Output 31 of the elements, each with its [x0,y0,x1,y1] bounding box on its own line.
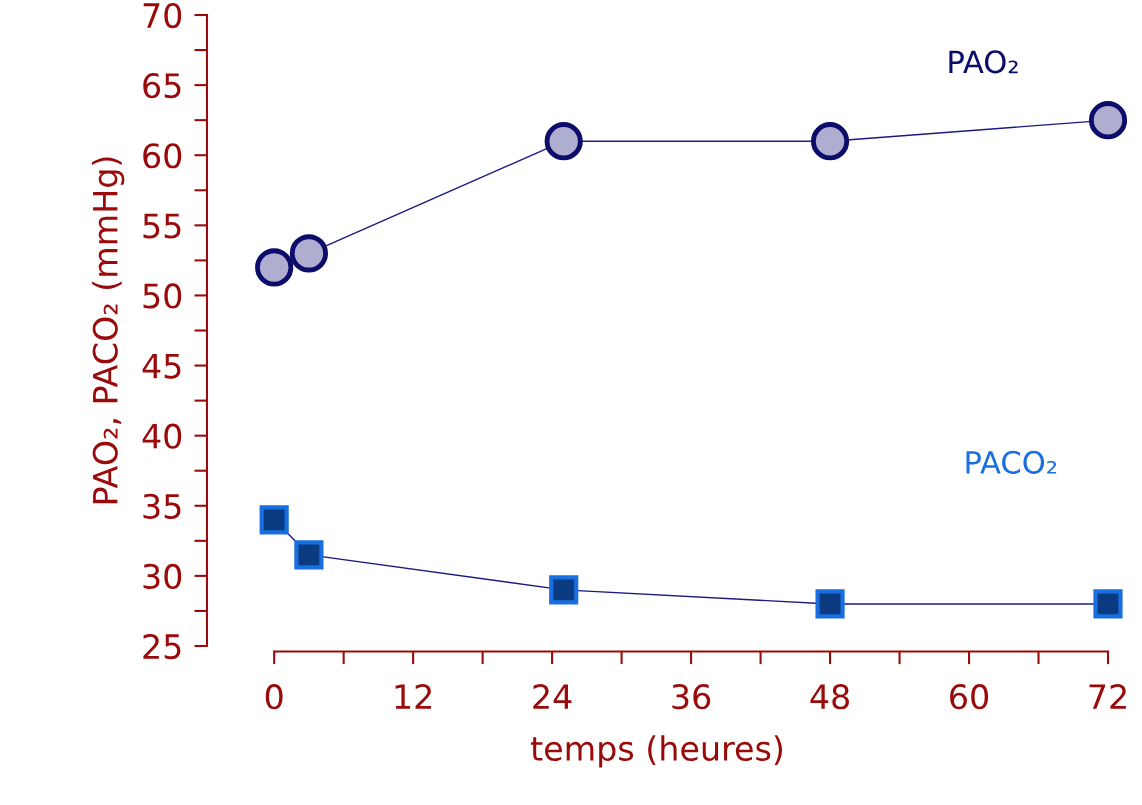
y-tick-label: 50 [143,283,182,309]
point [1093,589,1123,619]
x-tick-label: 36 [672,684,711,710]
series-label: PAO₂ [949,50,1018,74]
x-tick-label: 12 [395,684,432,709]
point [294,540,324,570]
y-tick-label: 45 [142,353,181,379]
point [544,122,583,161]
x-tick-label: 72 [1089,684,1126,709]
point [549,575,579,605]
y-tick-label: 65 [143,73,181,99]
y-tick-label: 60 [143,143,182,169]
point [289,234,329,273]
y-tick-label: 70 [143,2,182,29]
y-tick-label: 25 [143,633,181,660]
point [1088,101,1128,140]
point [259,505,289,535]
point [815,589,845,619]
x-tick-label: 48 [810,684,849,710]
x-axis-title: temps (heures) [531,735,783,768]
point [255,248,294,287]
x-tick-label: 0 [265,684,283,710]
y-tick-label: 40 [142,423,182,449]
y-tick-label: 55 [143,213,181,239]
y-axis-title: PAO₂, PACO₂ (mmHg) [92,157,125,504]
y-tick-label: 30 [143,563,182,590]
x-tick-label: 60 [950,684,989,710]
point [810,122,850,161]
y-tick-label: 35 [143,493,181,519]
text: PACO₂ [966,450,1057,474]
x-tick-label: 24 [533,684,572,709]
